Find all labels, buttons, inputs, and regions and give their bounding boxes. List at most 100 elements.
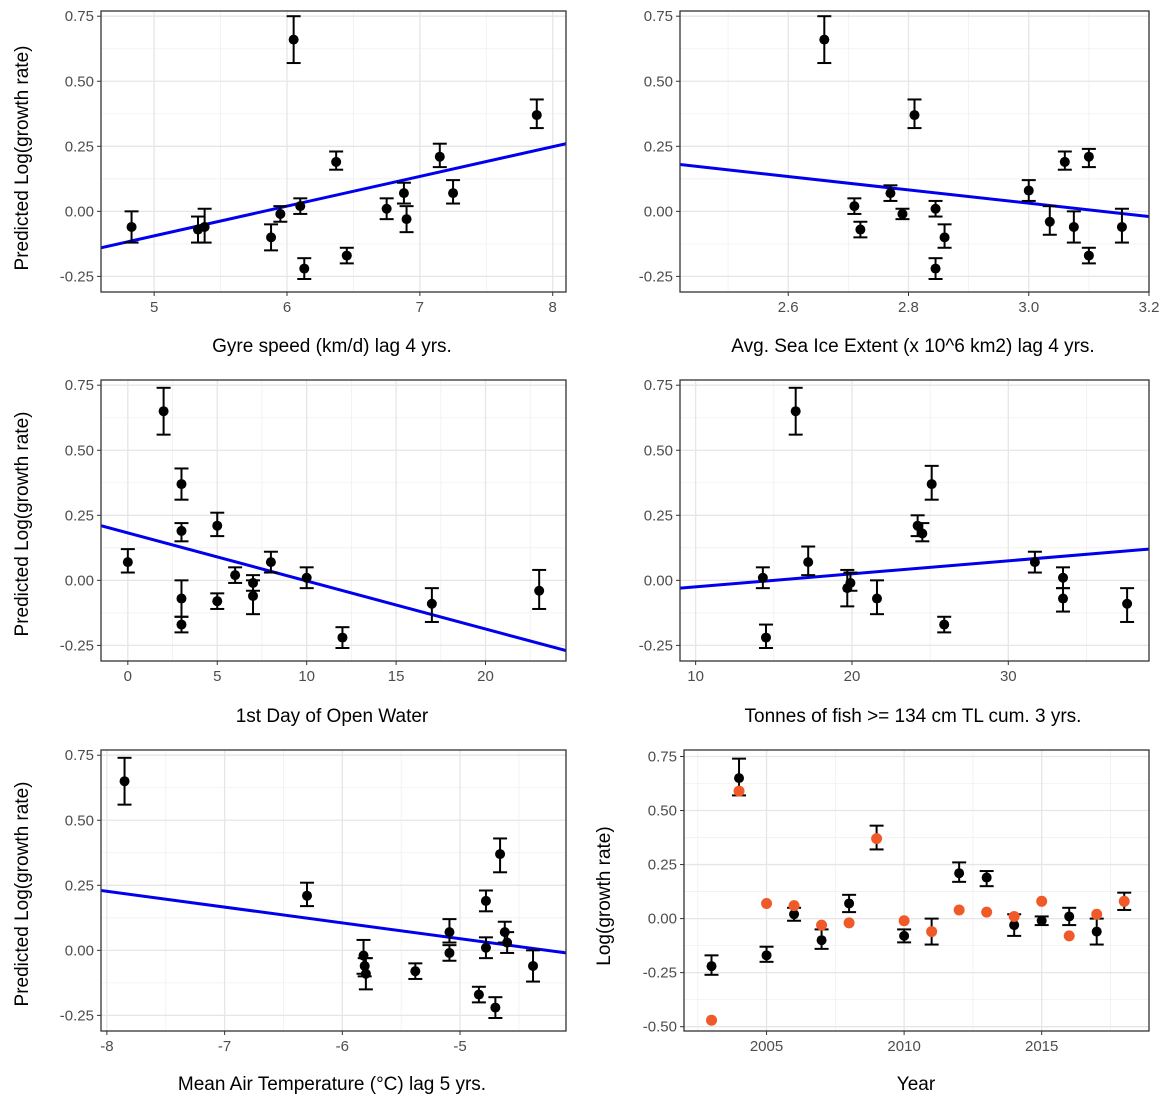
panel-c-point <box>212 596 223 607</box>
panel-b-point <box>909 110 920 121</box>
panel-f-observed-point <box>898 915 910 927</box>
panel-c-point <box>176 525 187 536</box>
panel-b-x-tick-label: 2.8 <box>898 299 919 316</box>
panel-e-x-tick-label: -6 <box>336 1038 349 1055</box>
panel-e-point <box>410 966 421 977</box>
panel-a-point <box>448 188 459 199</box>
panel-e-point <box>444 947 455 958</box>
panel-a-point <box>199 221 210 232</box>
panel-d-point <box>917 528 928 539</box>
panel-b-point <box>930 203 941 214</box>
panel-b-point <box>1083 250 1094 261</box>
panel-d-point <box>926 479 937 490</box>
panel-f-x-tick-label: 2010 <box>887 1038 920 1055</box>
panel-b-point <box>1059 156 1070 167</box>
panel-b-point <box>1023 185 1034 196</box>
panel-f: f 200520102015-0.50-0.250.000.250.500.75… <box>594 748 1150 1095</box>
panel-c-point <box>301 572 312 583</box>
panel-a-x-tick-label: 7 <box>416 299 424 316</box>
panel-f-y-tick-label: -0.50 <box>643 1019 677 1036</box>
panel-f-point <box>981 872 992 883</box>
panel-e-point <box>360 968 371 979</box>
panel-c-point <box>248 590 259 601</box>
panel-c-point <box>176 479 187 490</box>
panel-e-point <box>473 989 484 1000</box>
panel-d-frame <box>679 379 1150 662</box>
panel-f-y-tick-label: -0.25 <box>643 965 677 982</box>
panel-a-point <box>275 208 286 219</box>
panel-e-point <box>302 890 313 901</box>
panel-f-y-tick-label: 0.25 <box>648 857 677 874</box>
panel-d-point <box>871 593 882 604</box>
panel-a-point <box>434 151 445 162</box>
panel-d-point <box>803 557 814 568</box>
panel-b-point <box>1044 216 1055 227</box>
panel-e-y-axis-title: Predicted Log(growth rate) <box>12 782 33 1007</box>
panel-a-x-tick-label: 6 <box>283 299 291 316</box>
panel-d-data <box>680 386 1149 649</box>
panel-c-point <box>212 520 223 531</box>
panel-e-point <box>444 927 455 938</box>
panel-b-plot: 2.6 2.8 3.0 3.2 -0.25 0.00 0.25 0.50 0.75 <box>639 8 1160 316</box>
panel-d-plot: 10 20 30 -0.25 0.00 0.25 0.50 0.75 <box>639 377 1150 685</box>
panel-c-y-tick-label: 0.50 <box>65 442 94 459</box>
panel-f-frame <box>683 749 1150 1032</box>
panel-d-point <box>760 632 771 643</box>
panel-e-x-tick-label: -5 <box>453 1038 466 1055</box>
panel-b-point <box>1083 151 1094 162</box>
panel-d-x-tick-label: 10 <box>687 668 704 685</box>
panel-b-fit-line <box>680 163 1149 219</box>
panel-f-observed-point <box>981 906 993 918</box>
panel-b-y-tick-label: 0.25 <box>644 138 673 155</box>
panel-f-x-axis-title: Year <box>897 1074 936 1095</box>
panel-f-observed-point <box>761 897 773 909</box>
panel-b-x-tick-label: 2.6 <box>778 299 799 316</box>
panel-f-data <box>704 757 1132 1026</box>
panel-f-observed-point <box>733 785 745 797</box>
panel-f-point <box>816 935 827 946</box>
panel-f-plot: 2005 2010 2015 -0.50 -0.25 0.00 0.25 0.50 0.75 <box>643 748 1150 1055</box>
panel-a-x-tick-label: 5 <box>150 299 158 316</box>
panel-c-point <box>122 557 133 568</box>
panel-a-fit-line <box>101 142 566 250</box>
panel-a-plot: 5 6 7 8 -0.25 0.00 0.25 0.50 0.75 <box>60 8 567 316</box>
panel-a-point <box>398 188 409 199</box>
panel-e-point <box>528 960 539 971</box>
panel-c-x-tick-label: 0 <box>124 668 132 685</box>
panel-b-point <box>819 34 830 45</box>
panel-c-point <box>426 598 437 609</box>
panel-a-point <box>288 34 299 45</box>
panel-f-observed-point <box>816 919 828 931</box>
panel-f-x-tick-label: 2015 <box>1025 1038 1058 1055</box>
panel-a-point <box>531 110 542 121</box>
panel-f-observed-point <box>953 904 965 916</box>
panel-d-point <box>757 572 768 583</box>
panel-c-x-axis-title: 1st Day of Open Water <box>236 706 429 727</box>
panel-e-frame <box>100 749 567 1032</box>
panel-c-y-axis-title: Predicted Log(growth rate) <box>12 412 33 637</box>
panel-e-point <box>502 937 513 948</box>
panel-b-point <box>855 224 866 235</box>
panel-f-point <box>761 950 772 961</box>
panel-c-point <box>176 619 187 630</box>
panel-d-point <box>1029 557 1040 568</box>
panel-e-plot: -8 -7 -6 -5 -0.25 0.00 0.25 0.50 0.75 <box>60 747 567 1055</box>
panel-f-observed-point <box>1008 910 1020 922</box>
panel-c-y-tick-label: -0.25 <box>60 637 94 654</box>
panel-c-background <box>101 380 566 661</box>
panel-a-x-tick-label: 8 <box>549 299 557 316</box>
panel-e-data <box>101 756 566 1019</box>
panel-d-y-tick-label: 0.75 <box>644 377 673 394</box>
panel-f-point <box>734 773 745 784</box>
panel-b-y-tick-label: 0.00 <box>644 203 673 220</box>
panel-c-point <box>534 585 545 596</box>
panel-f-point <box>789 909 800 920</box>
panel-c-fit-line <box>101 524 566 653</box>
panel-f-observed-point <box>706 1014 718 1026</box>
panel-e-point <box>480 895 491 906</box>
panel-f-observed-point <box>1063 930 1075 942</box>
panel-b: b 2.62.83.03.2-0.250.000.250.500.75 Avg.… <box>639 8 1160 357</box>
panel-c-frame <box>100 379 567 662</box>
